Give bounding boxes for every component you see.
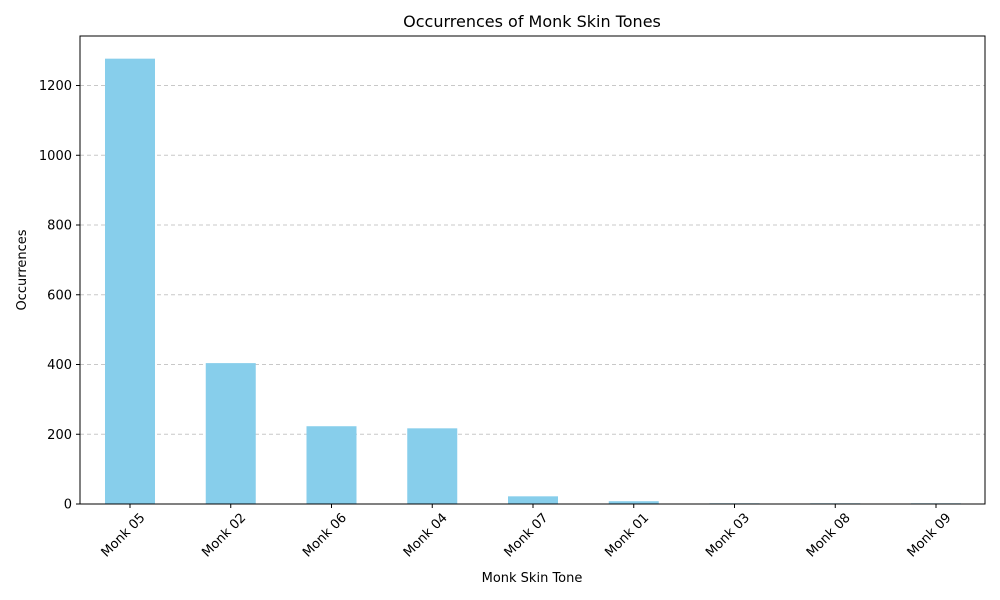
chart-title: Occurrences of Monk Skin Tones xyxy=(403,12,661,31)
y-tick-label: 600 xyxy=(47,288,72,303)
y-axis-title: Occurrences xyxy=(15,229,30,310)
x-axis-title: Monk Skin Tone xyxy=(482,571,583,586)
y-tick-label: 1000 xyxy=(39,149,72,164)
bar-monk-07 xyxy=(508,496,558,504)
bar-monk-05 xyxy=(105,58,155,504)
x-tick-label: Monk 05 xyxy=(99,511,149,561)
x-tick-label: Monk 07 xyxy=(502,511,552,561)
x-tick-label: Monk 06 xyxy=(300,511,350,561)
x-tick-label: Monk 01 xyxy=(602,511,652,561)
bars xyxy=(105,58,961,504)
y-axis-ticks: 0 200 400 600 800 1000 1200 xyxy=(39,79,80,513)
bar-monk-02 xyxy=(205,363,256,504)
x-tick-label: Monk 09 xyxy=(905,511,955,561)
y-tick-label: 0 xyxy=(64,498,72,513)
x-tick-label: Monk 08 xyxy=(804,511,854,561)
y-tick-label: 200 xyxy=(47,428,72,443)
x-tick-label: Monk 02 xyxy=(199,511,249,561)
x-tick-label: Monk 03 xyxy=(703,511,753,561)
x-axis-ticks: Monk 05 Monk 02 Monk 06 Monk 04 Monk 07 Monk … xyxy=(99,504,955,561)
y-tick-label: 800 xyxy=(47,219,72,234)
x-tick-label: Monk 04 xyxy=(401,511,451,561)
bar-monk-01 xyxy=(608,501,659,504)
y-tick-label: 400 xyxy=(47,358,72,373)
y-tick-label: 1200 xyxy=(39,79,72,94)
bar-monk-06 xyxy=(306,426,357,504)
bar-monk-04 xyxy=(407,428,458,504)
